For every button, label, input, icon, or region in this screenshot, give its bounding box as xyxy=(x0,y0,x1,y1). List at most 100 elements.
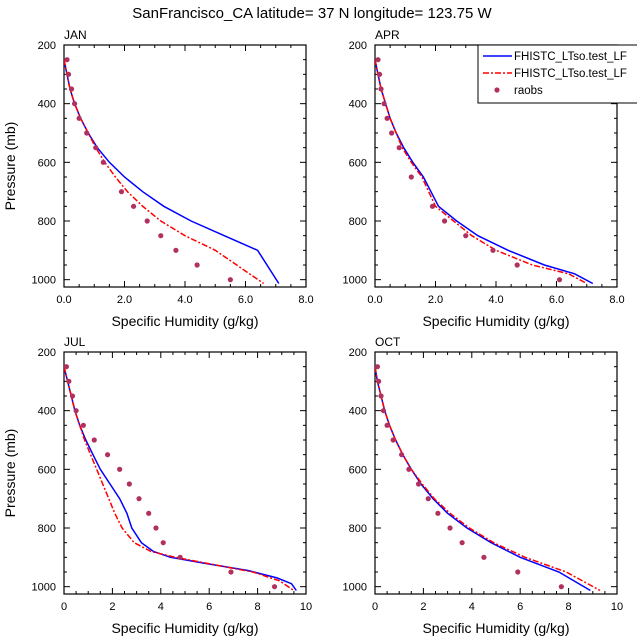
raobs-point xyxy=(271,584,278,590)
y-tick-label: 600 xyxy=(38,464,56,476)
x-axis-label: Specific Humidity (g/kg) xyxy=(422,313,569,329)
x-tick-label: 4.0 xyxy=(177,294,192,306)
raobs-point xyxy=(228,569,234,575)
y-tick-label: 800 xyxy=(38,216,56,228)
x-tick-label: 8.0 xyxy=(298,294,313,306)
x-tick-label: 0.0 xyxy=(56,294,71,306)
x-tick-label: 0.0 xyxy=(367,294,382,306)
raobs-point xyxy=(160,540,166,546)
raobs-point xyxy=(514,262,520,268)
y-tick-label: 400 xyxy=(349,99,367,111)
panel-apr: 0.0 2.0 4.0 6.0 8.0 200 400 600 800 1000 Specific … xyxy=(343,28,625,329)
raobs-point xyxy=(76,115,82,121)
y-tick-label: 600 xyxy=(38,157,56,169)
raobs-point xyxy=(194,262,200,268)
x-axis-label: Specific Humidity (g/kg) xyxy=(111,313,258,329)
raobs-point xyxy=(459,540,465,546)
y-tick-label: 400 xyxy=(38,99,56,111)
raobs-point xyxy=(384,115,390,121)
raobs-point xyxy=(146,510,152,516)
panel-label: JAN xyxy=(64,28,87,42)
x-tick-label: 8.0 xyxy=(609,294,624,306)
raobs-point xyxy=(65,71,72,77)
raobs-point xyxy=(136,496,142,502)
raobs-point xyxy=(429,203,436,209)
legend-label: FHISTC_LTso.test_LF xyxy=(514,51,627,63)
raobs-point xyxy=(396,145,402,151)
raobs-point xyxy=(93,145,99,151)
panel-jan: 0.0 2.0 4.0 6.0 8.0 200 400 600 800 1000 Specific … xyxy=(2,28,314,329)
x-tick-label: 6 xyxy=(517,601,523,613)
y-tick-label: 400 xyxy=(38,406,56,418)
y-axis-label: Pressure (mb) xyxy=(2,122,18,211)
x-tick-label: 10 xyxy=(611,601,623,613)
x-tick-label: 4.0 xyxy=(488,294,503,306)
raobs-point xyxy=(177,554,183,560)
x-tick-label: 2 xyxy=(109,601,115,613)
x-tick-label: 6.0 xyxy=(549,294,564,306)
panel-oct: 0 2 4 6 8 10 200 400 600 800 1000 Specific Humidity… xyxy=(343,335,624,636)
y-tick-label: 800 xyxy=(349,523,367,535)
raobs-point xyxy=(126,481,132,487)
raobs-point xyxy=(84,130,90,136)
x-tick-label: 0 xyxy=(61,601,67,613)
series-line-solid xyxy=(64,59,280,284)
raobs-point xyxy=(173,247,179,253)
y-tick-label: 200 xyxy=(38,40,56,52)
raobs-point xyxy=(64,57,70,63)
raobs-point xyxy=(389,130,395,136)
raobs-point xyxy=(71,101,78,107)
raobs-point xyxy=(227,277,233,283)
y-tick-label: 800 xyxy=(349,216,367,228)
raobs-point xyxy=(153,525,159,531)
raobs-point xyxy=(556,277,563,283)
raobs-point xyxy=(441,218,448,224)
raobs-point xyxy=(415,481,422,487)
x-tick-label: 10 xyxy=(300,601,312,613)
y-tick-label: 200 xyxy=(38,347,56,359)
raobs-point xyxy=(435,510,441,516)
raobs-point xyxy=(144,218,150,224)
raobs-point xyxy=(376,378,382,384)
raobs-point xyxy=(100,159,106,165)
raobs-point xyxy=(408,174,414,180)
raobs-point xyxy=(118,189,125,195)
raobs-point xyxy=(376,71,383,77)
raobs-point xyxy=(447,525,453,531)
plot-frame xyxy=(374,351,618,595)
y-tick-label: 1000 xyxy=(32,582,56,594)
x-tick-label: 8 xyxy=(255,601,261,613)
legend-box xyxy=(477,44,637,104)
raobs-point xyxy=(384,422,390,428)
raobs-point xyxy=(68,86,75,92)
x-axis-label: Specific Humidity (g/kg) xyxy=(422,620,569,636)
y-tick-label: 200 xyxy=(349,40,367,52)
x-tick-label: 8 xyxy=(566,601,572,613)
raobs-point xyxy=(69,393,76,399)
legend-marker xyxy=(494,87,500,93)
y-tick-label: 200 xyxy=(349,347,367,359)
raobs-point xyxy=(104,452,111,458)
raobs-point xyxy=(381,101,387,107)
raobs-point xyxy=(515,569,521,575)
legend-label: raobs xyxy=(514,85,543,97)
raobs-point xyxy=(425,496,431,502)
raobs-point xyxy=(73,408,79,414)
figure-title: SanFrancisco_CA latitude= 37 N longitude… xyxy=(132,5,492,22)
raobs-point xyxy=(91,437,97,443)
x-axis-label: Specific Humidity (g/kg) xyxy=(111,620,258,636)
y-tick-label: 600 xyxy=(349,157,367,169)
raobs-point xyxy=(463,233,469,239)
panel-jul: 0 2 4 6 8 10 200 400 600 800 1000 Specific Humidity… xyxy=(2,335,312,636)
raobs-point xyxy=(378,86,384,92)
series-line-dashed xyxy=(375,59,588,285)
raobs-point xyxy=(406,466,412,472)
x-tick-label: 4 xyxy=(158,601,164,613)
y-tick-label: 800 xyxy=(38,523,56,535)
x-tick-label: 2.0 xyxy=(117,294,132,306)
raobs-point xyxy=(481,554,487,560)
y-tick-label: 600 xyxy=(349,464,367,476)
y-axis-label: Pressure (mb) xyxy=(2,429,18,518)
series-group xyxy=(375,364,601,592)
raobs-point xyxy=(390,437,396,443)
